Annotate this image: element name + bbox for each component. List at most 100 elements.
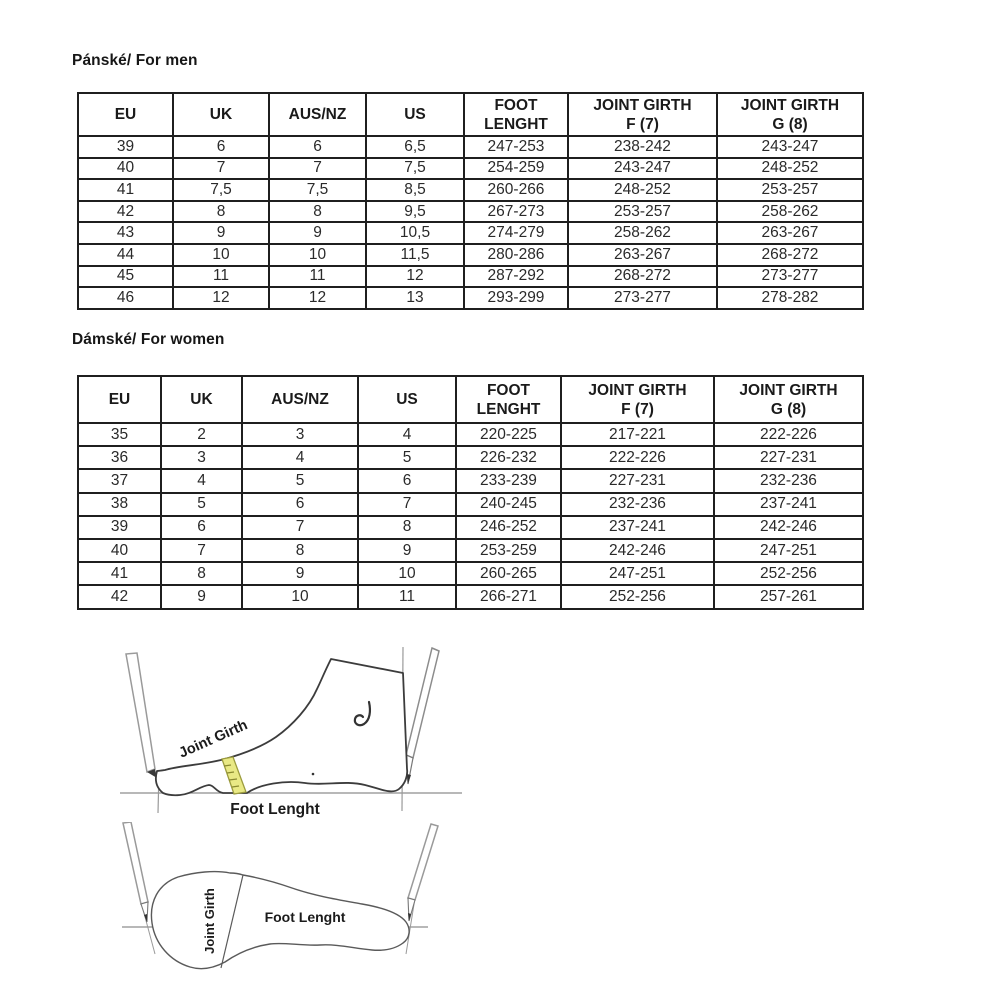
size-cell: 242-246 — [713, 514, 864, 540]
left-measuring-stick — [125, 652, 156, 774]
table-row: 40 7 8 9 253-259 242-246 247-251 — [77, 537, 864, 564]
size-cell: 222-226 — [713, 421, 864, 448]
column-header: AUS/NZ — [241, 375, 359, 424]
size-cell: 4 — [241, 445, 359, 471]
size-cell: 7,5 — [172, 178, 270, 202]
size-cell: 39 — [77, 135, 174, 159]
table-row: 41 8 9 10 260-265 247-251 252-256 — [77, 561, 864, 587]
right-tip-guide — [405, 897, 416, 955]
size-cell: 8 — [241, 537, 359, 564]
tape-measure-band — [221, 756, 247, 795]
tape-tick-marks — [223, 764, 240, 788]
size-cell: 9,5 — [365, 199, 465, 224]
men-section-title: Pánské/ For men — [72, 52, 198, 69]
men-size-table: EU UK AUS/NZ US FOOT LENGHT JOINT GIRTH F (7) JO… — [77, 92, 864, 310]
table-row: 40 7 7 7,5 254-259 243-247 248-252 — [77, 156, 864, 181]
size-cell: 246-252 — [455, 514, 562, 540]
column-header-label: FOOT — [486, 381, 531, 399]
table-row: 38 5 6 7 240-245 232-236 237-241 — [77, 491, 864, 517]
right-pencil — [407, 823, 439, 901]
size-cell: 42 — [77, 199, 174, 224]
size-cell: 267-273 — [463, 199, 569, 224]
size-cell: 2 — [160, 421, 243, 448]
size-cell: 41 — [77, 561, 162, 587]
column-header-label: G (8) — [772, 115, 808, 133]
size-cell: 222-226 — [560, 445, 715, 471]
size-cell: 5 — [241, 468, 359, 494]
women-section-title: Dámské/ For women — [72, 331, 225, 348]
size-cell: 10,5 — [365, 221, 465, 245]
column-header-label: F (7) — [621, 400, 654, 418]
size-cell: 36 — [77, 445, 162, 471]
size-cell: 44 — [77, 242, 174, 267]
size-cell: 232-236 — [713, 468, 864, 494]
table-row: 36 3 4 5 226-232 222-226 227-231 — [77, 445, 864, 471]
size-cell: 220-225 — [455, 421, 562, 448]
right-pencil-tip — [408, 913, 411, 921]
table-row: 37 4 5 6 233-239 227-231 232-236 — [77, 468, 864, 494]
column-header: EU — [77, 92, 174, 137]
column-header: US — [365, 92, 465, 137]
size-cell: 273-277 — [716, 264, 864, 289]
size-cell: 268-272 — [716, 242, 864, 267]
size-cell: 8 — [268, 199, 367, 224]
size-cell: 252-256 — [713, 561, 864, 587]
size-cell: 9 — [241, 561, 359, 587]
foot-top-view-diagram: Joint Girth Foot Lenght — [100, 821, 445, 982]
size-cell: 278-282 — [716, 286, 864, 310]
foot-side-view-diagram: Joint Girth Foot Lenght — [100, 643, 465, 823]
table-row: 42 8 8 9,5 267-273 253-257 258-262 — [77, 199, 864, 224]
column-header-label: EU — [114, 106, 137, 123]
size-cell: 13 — [365, 286, 465, 310]
size-cell: 260-265 — [455, 561, 562, 587]
column-header-label: JOINT GIRTH — [588, 381, 687, 399]
joint-girth-label: Joint Girth — [202, 888, 217, 954]
column-header: JOINT GIRTH F (7) — [567, 92, 718, 137]
column-header: AUS/NZ — [268, 92, 367, 137]
size-cell: 6 — [268, 135, 367, 159]
foot-top-view-graphic: Joint Girth Foot Lenght — [122, 821, 439, 970]
size-cell: 9 — [160, 584, 243, 610]
size-cell: 11 — [268, 264, 367, 289]
foot-side-view-graphic: Joint Girth Foot Lenght — [120, 646, 462, 818]
size-cell: 280-286 — [463, 242, 569, 267]
size-cell: 40 — [77, 156, 174, 181]
size-cell: 293-299 — [463, 286, 569, 310]
table-row: 45 11 11 12 287-292 268-272 273-277 — [77, 264, 864, 289]
size-cell: 226-232 — [455, 445, 562, 471]
size-cell: 41 — [77, 178, 174, 202]
size-cell: 5 — [357, 445, 457, 471]
column-header-label: LENGHT — [484, 115, 548, 133]
right-stick-tip — [407, 774, 411, 784]
header-row: EU UK AUS/NZ US FOOT LENGHT JOINT GIRTH F (7) JO… — [77, 92, 864, 137]
size-cell: 263-267 — [716, 221, 864, 245]
size-cell: 247-251 — [560, 561, 715, 587]
column-header-label: F (7) — [626, 115, 659, 133]
size-cell: 10 — [172, 242, 270, 267]
size-cell: 243-247 — [567, 156, 718, 181]
column-header: JOINT GIRTH G (8) — [716, 92, 864, 137]
joint-girth-line — [220, 874, 244, 969]
column-header-label: FOOT — [494, 96, 538, 114]
size-cell: 237-241 — [560, 514, 715, 540]
right-measuring-stick — [405, 646, 440, 760]
column-header: FOOT LENGHT — [455, 375, 562, 424]
size-cell: 6 — [160, 514, 243, 540]
table-row: 39 6 6 6,5 247-253 238-242 243-247 — [77, 135, 864, 159]
size-cell: 253-257 — [716, 178, 864, 202]
size-cell: 35 — [77, 421, 162, 448]
column-header-label: JOINT GIRTH — [739, 381, 838, 399]
size-cell: 11 — [172, 264, 270, 289]
size-cell: 38 — [77, 491, 162, 517]
size-cell: 11 — [357, 584, 457, 610]
size-cell: 260-266 — [463, 178, 569, 202]
size-cell: 10 — [357, 561, 457, 587]
foot-outline — [154, 658, 409, 797]
table-row: 39 6 7 8 246-252 237-241 242-246 — [77, 514, 864, 540]
table-row: 46 12 12 13 293-299 273-277 278-282 — [77, 286, 864, 310]
size-cell: 9 — [172, 221, 270, 245]
size-cell: 7,5 — [365, 156, 465, 181]
ankle-j-mark — [353, 700, 372, 727]
size-cell: 4 — [160, 468, 243, 494]
